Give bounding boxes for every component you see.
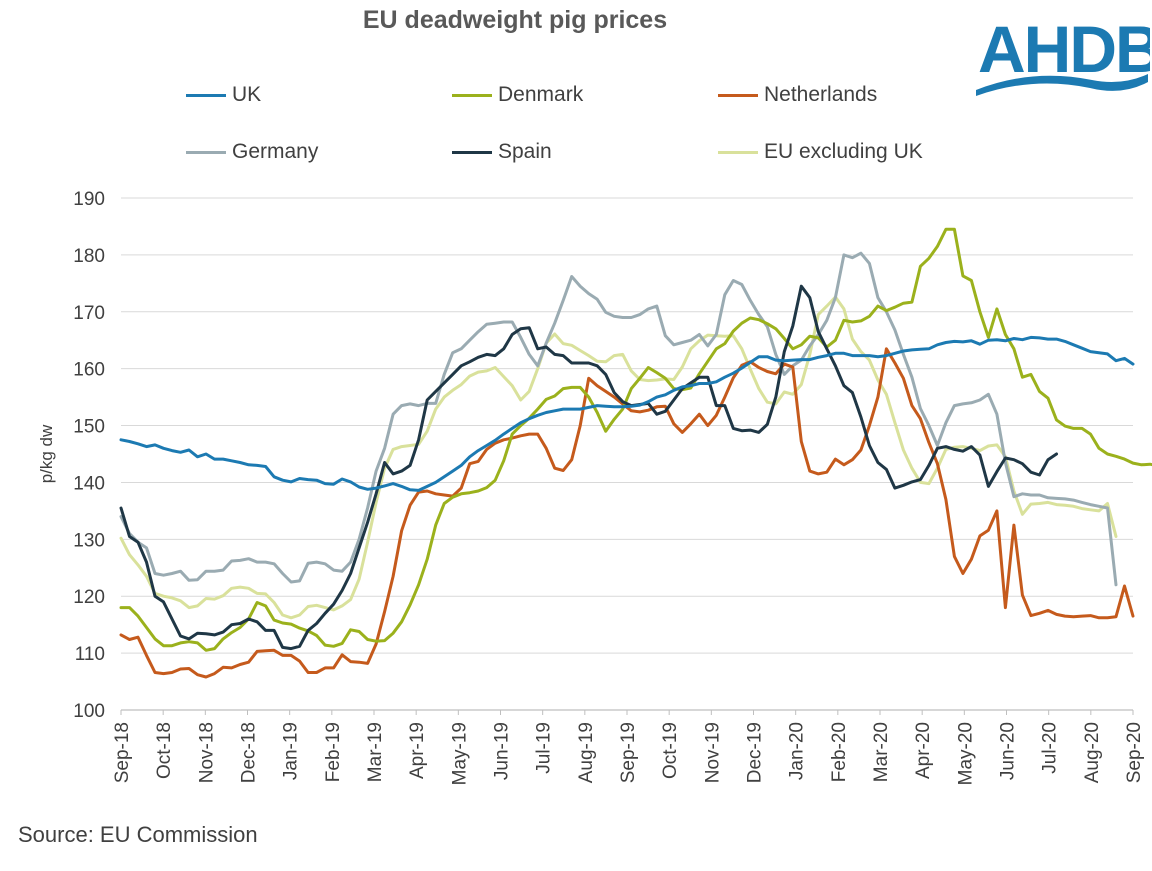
y-axis-label: p/kg dw: [37, 424, 56, 483]
x-tick-label: Jul-19: [534, 722, 555, 774]
y-tick-label: 180: [73, 246, 105, 267]
series-line-spain: [119, 284, 1058, 651]
x-tick-label: Feb-20: [829, 722, 850, 782]
legend-uk: UK: [186, 80, 261, 110]
ahdb-logo: AHDB: [976, 12, 1150, 96]
y-tick-label: 130: [73, 530, 105, 551]
x-tick-label: Mar-20: [871, 722, 892, 782]
chart-title: EU deadweight pig prices: [362, 6, 668, 34]
y-tick-label: 110: [75, 644, 105, 665]
x-tick-label: May-20: [955, 722, 976, 785]
legend-denmark-label: Denmark: [498, 83, 584, 106]
x-tick-label: Feb-19: [323, 722, 344, 782]
x-tick-label: Sep-19: [618, 722, 639, 783]
series-line-germany: [119, 251, 1118, 587]
y-tick-label: 100: [73, 701, 105, 722]
legend-eu-excl-uk-label: EU excluding UK: [764, 140, 923, 163]
legend-germany-swatch: [186, 150, 226, 154]
x-tick-label: Jul-20: [1040, 722, 1061, 774]
x-tick-label: Dec-19: [745, 722, 766, 783]
x-tick-label: Nov-19: [702, 722, 723, 783]
x-tick-label: Oct-19: [660, 722, 681, 779]
x-tick-label: Apr-19: [407, 722, 428, 779]
legend-spain-swatch: [452, 150, 492, 154]
series-line-denmark: [119, 227, 1152, 652]
x-tick-label: Sep-20: [1124, 722, 1145, 783]
y-tick-label: 160: [73, 360, 105, 381]
legend-germany-label: Germany: [232, 140, 319, 163]
y-tick-label: 190: [73, 189, 105, 210]
x-tick-label: Oct-18: [154, 722, 175, 779]
legend-spain: Spain: [452, 137, 552, 167]
legend-eu-excl-uk: EU excluding UK: [718, 137, 923, 167]
source-note: Source: EU Commission: [18, 822, 258, 847]
series-line-uk: [119, 335, 1135, 492]
legend-denmark-swatch: [452, 93, 492, 97]
x-tick-label: Jun-19: [492, 722, 513, 780]
svg-text:AHDB: AHDB: [978, 12, 1150, 86]
legend-uk-label: UK: [232, 83, 262, 106]
legend-netherlands: Netherlands: [718, 80, 877, 110]
x-tick-label: Jan-19: [281, 722, 302, 780]
legend-netherlands-swatch: [718, 93, 758, 97]
legend-netherlands-label: Netherlands: [764, 83, 878, 106]
x-tick-label: Jun-20: [998, 722, 1019, 780]
x-tick-label: Mar-19: [365, 722, 386, 782]
x-tick-label: Aug-19: [576, 722, 597, 783]
legend-germany: Germany: [186, 137, 318, 167]
x-tick-label: Dec-18: [239, 722, 260, 783]
x-tick-label: May-19: [449, 722, 470, 785]
x-tick-label: Nov-18: [196, 722, 217, 783]
x-tick-label: Sep-18: [112, 722, 133, 783]
y-tick-label: 170: [73, 303, 105, 324]
legend-spain-label: Spain: [498, 140, 552, 163]
x-tick-label: Aug-20: [1082, 722, 1103, 783]
legend-denmark: Denmark: [452, 80, 583, 110]
legend-uk-swatch: [186, 93, 226, 97]
y-tick-label: 140: [73, 473, 105, 494]
y-tick-label: 120: [73, 587, 105, 608]
legend-eu-excl-uk-swatch: [718, 150, 758, 154]
y-tick-label: 150: [73, 417, 105, 438]
x-tick-label: Apr-20: [913, 722, 934, 779]
x-tick-label: Jan-20: [787, 722, 808, 780]
